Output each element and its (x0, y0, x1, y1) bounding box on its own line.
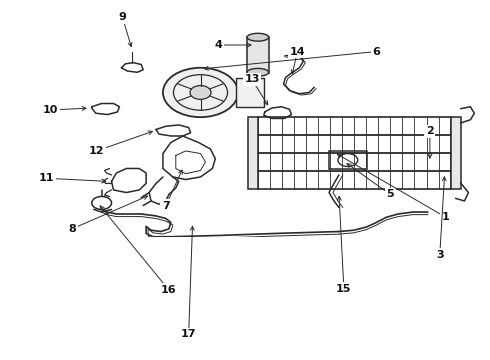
Bar (451, 117, 461, 189)
Text: 13: 13 (244, 75, 260, 85)
Circle shape (163, 68, 238, 117)
Text: 8: 8 (68, 224, 76, 234)
Text: 17: 17 (181, 329, 196, 339)
Text: 11: 11 (39, 173, 54, 183)
Text: 4: 4 (214, 40, 222, 50)
Text: 9: 9 (119, 12, 126, 22)
Circle shape (190, 86, 211, 99)
Text: 5: 5 (387, 189, 394, 199)
Ellipse shape (247, 33, 269, 41)
Text: 2: 2 (426, 126, 434, 136)
Bar (236, 78, 264, 107)
Text: 12: 12 (89, 146, 104, 156)
Bar (329, 151, 367, 169)
Circle shape (338, 154, 358, 167)
Bar (248, 117, 258, 189)
Text: 15: 15 (336, 284, 351, 294)
Text: 14: 14 (290, 46, 305, 57)
Bar (247, 37, 269, 73)
Text: 16: 16 (161, 285, 177, 295)
Text: 6: 6 (372, 46, 380, 57)
Text: 1: 1 (442, 212, 449, 222)
Ellipse shape (247, 68, 269, 76)
Text: 7: 7 (162, 201, 170, 211)
Bar (258, 117, 451, 189)
Text: 10: 10 (43, 105, 58, 115)
Circle shape (92, 197, 112, 210)
Text: 3: 3 (436, 250, 443, 260)
